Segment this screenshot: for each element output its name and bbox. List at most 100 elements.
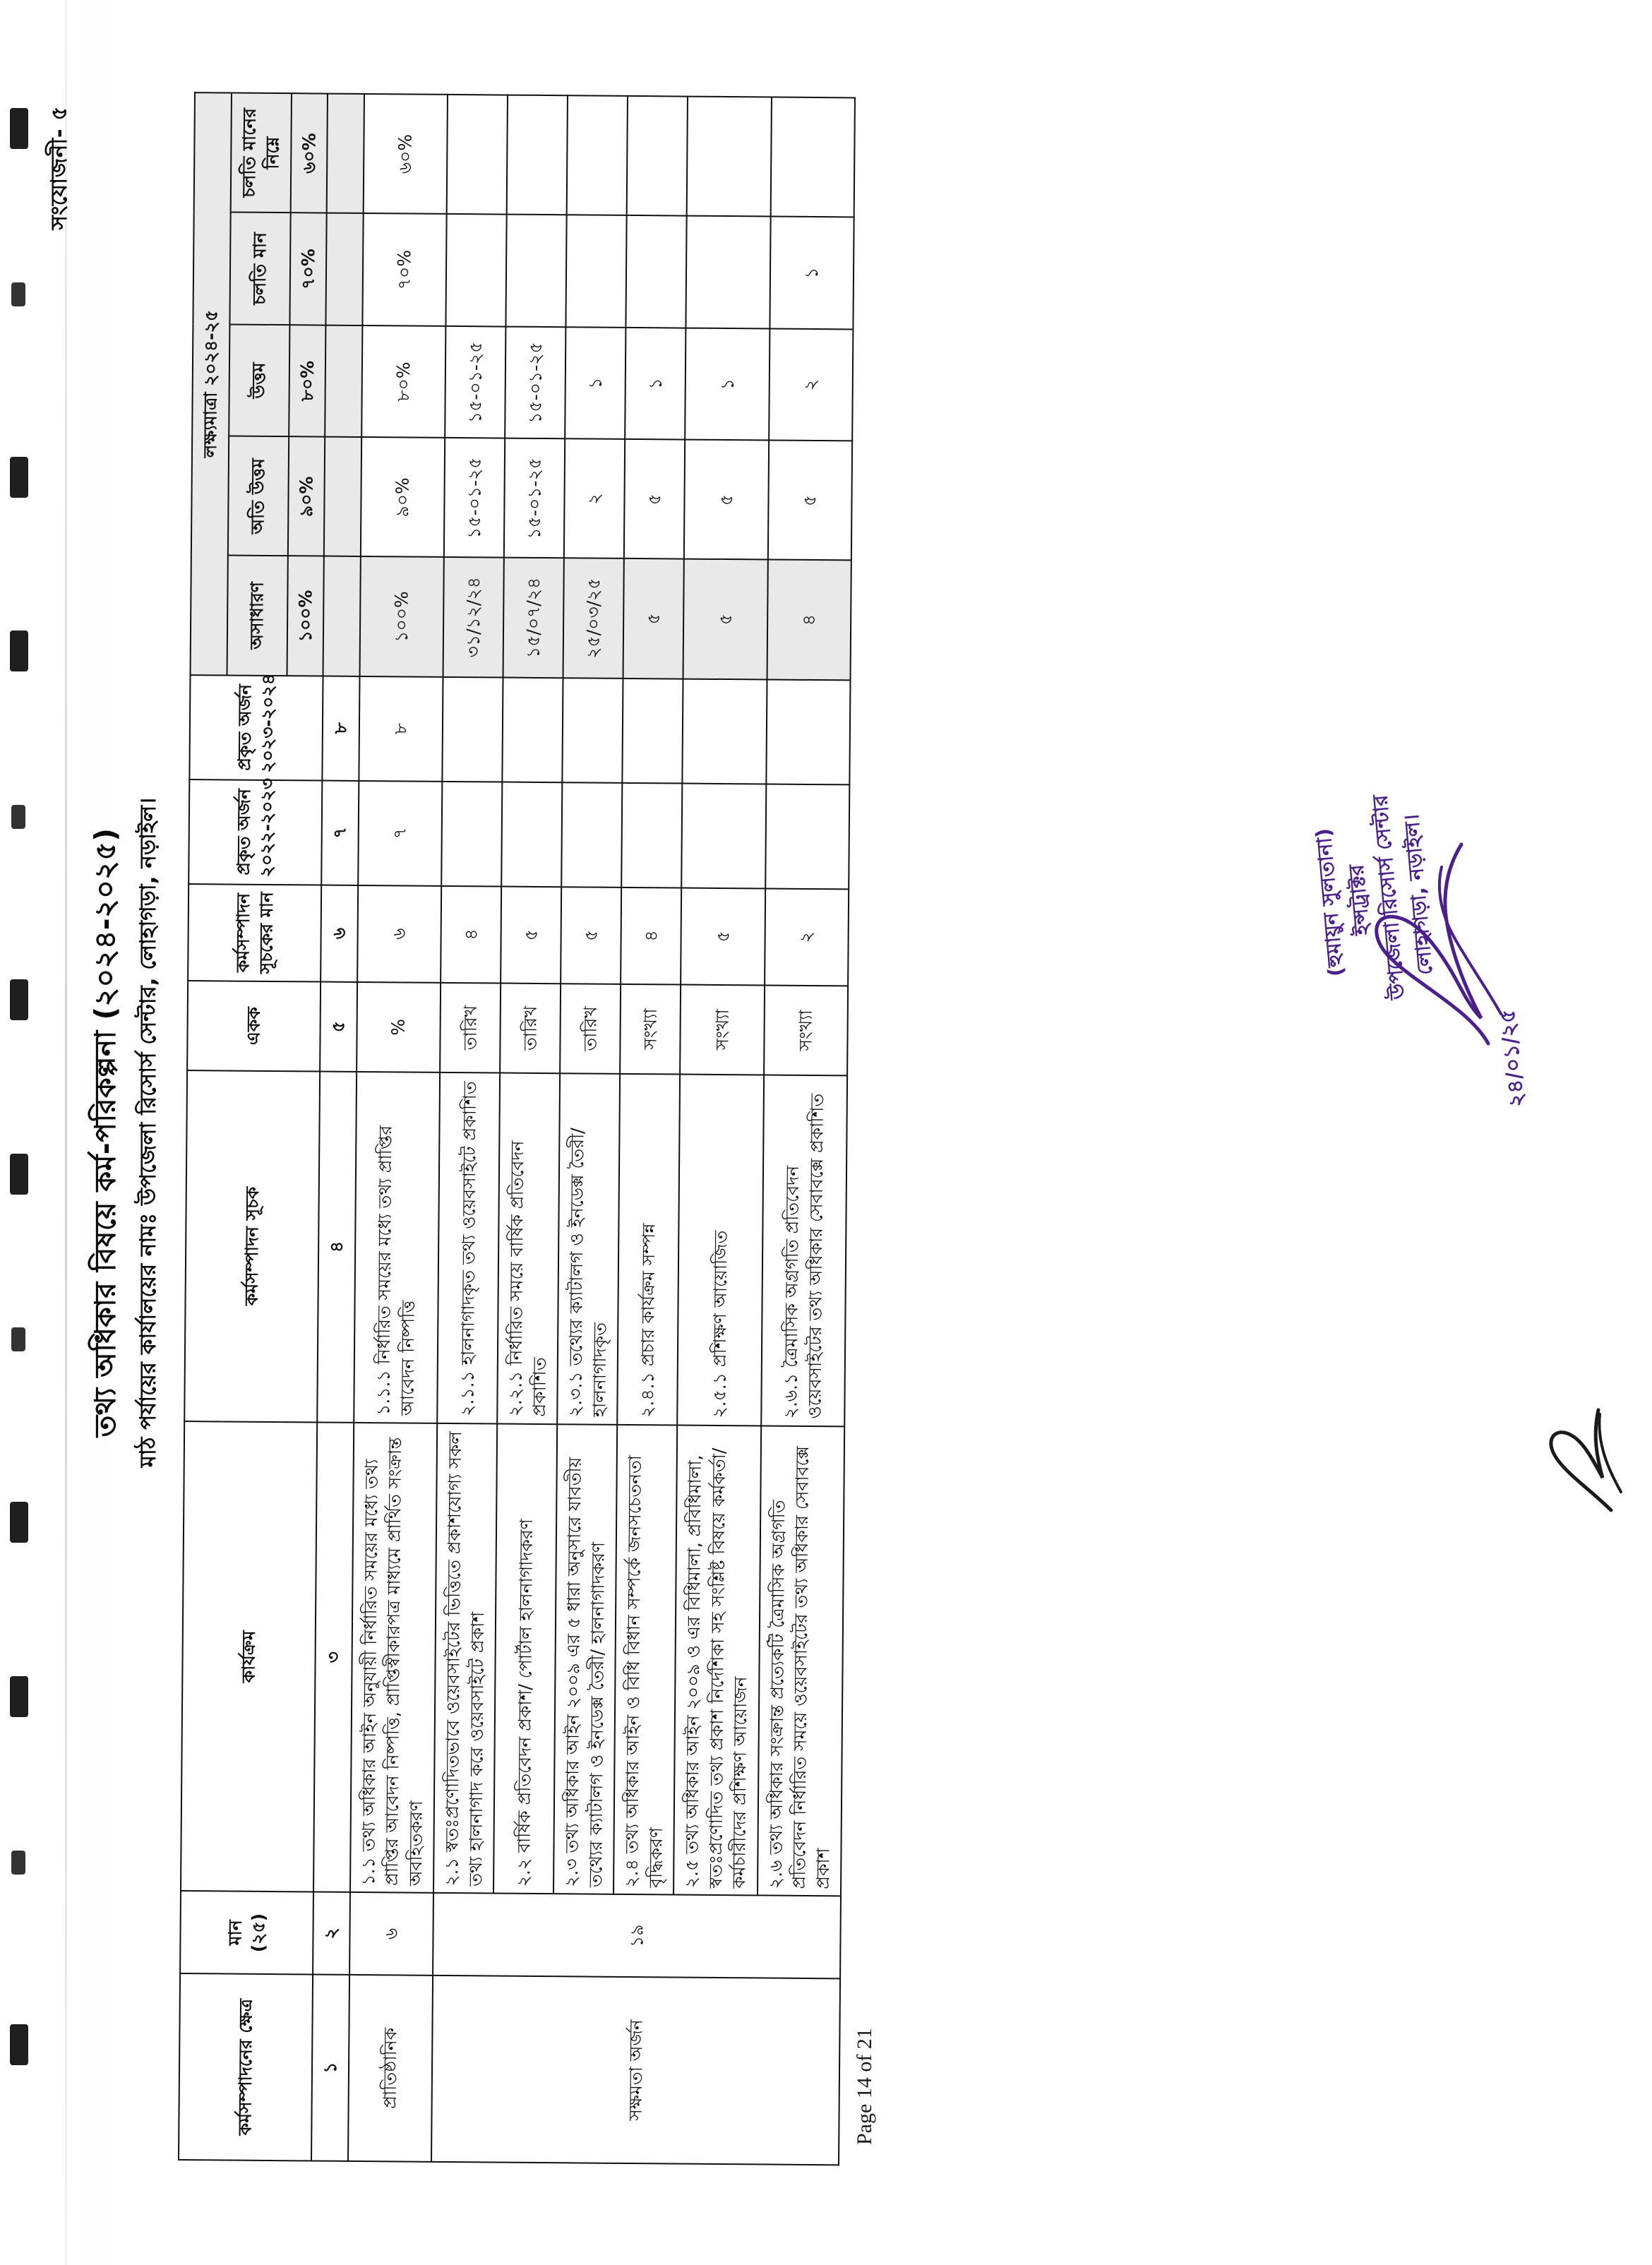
cell-indicator-mark: ৫ <box>561 886 622 984</box>
th-indicator-mark: কর্মসম্পাদন সূচকের মান <box>188 883 322 982</box>
cell-target-4 <box>505 214 567 328</box>
cell-activity: ১.১ তথ্য অধিকার আইন অনুযায়ী নির্ধারিত স… <box>349 1422 438 1894</box>
cell-target-3: ১ <box>625 327 686 440</box>
cell-target-2: ৫ <box>767 440 853 561</box>
document-title: তথ্য অধিকার বিষয়ে কর্ম-পরিকল্পনা (২০২৪-… <box>88 827 122 1438</box>
punch-hole <box>10 979 28 1020</box>
cell-activity: ২.৪ তথ্য অধিকার আইন ও বিধি বিধান সম্পর্ক… <box>613 1424 678 1895</box>
cell-target-4: ১ <box>769 216 854 330</box>
cell-target-5 <box>626 95 688 216</box>
cell-activity: ২.২ বার্ষিক প্রতিবেদন প্রকাশ/ পোর্টাল হা… <box>493 1423 558 1894</box>
cell-target-1: ১০০% <box>359 556 444 677</box>
cell-target-4 <box>445 214 507 327</box>
cell-actual-2023-24 <box>502 677 563 782</box>
cell-area: সক্ষমতা অর্জন <box>431 1975 841 2165</box>
th-num-4: ৪ <box>317 1071 357 1423</box>
th-unit: একক <box>187 981 321 1072</box>
cell-target-1: ২৫/০৩/২৫ <box>563 558 624 679</box>
cell-target-5: ৬০% <box>363 93 448 215</box>
th-scale-100: ১০০% <box>287 556 324 676</box>
cell-unit: সংখ্যা <box>763 985 849 1076</box>
cell-actual-2022-23 <box>441 781 503 887</box>
cell-indicator: ২.২.১ নির্ধারিত সময়ে বার্ষিক প্রতিবেদন … <box>497 1072 561 1424</box>
cell-target-2: ৫ <box>683 439 769 560</box>
th-activity: কার্যক্রম <box>180 1421 318 1892</box>
cell-actual-2023-24 <box>765 679 851 784</box>
th-num-1: ১ <box>311 1974 349 2161</box>
th-scale-90: ৯০% <box>287 436 325 557</box>
cell-indicator-mark: ৪ <box>441 885 502 984</box>
punch-hole <box>10 1676 28 1717</box>
cell-actual-2022-23 <box>501 782 563 887</box>
cell-target-3: ৮০% <box>361 325 446 438</box>
table-row: প্রাতিষ্ঠানিক ৬ ১.১ তথ্য অধিকার আইন অনুযায… <box>347 93 448 2162</box>
cell-target-3: ২ <box>768 328 854 441</box>
signature-block: (হুমায়ুন সুলতানা) ইন্সট্রাক্টর উপজেলা র… <box>1306 791 1442 1005</box>
cell-target-4: ৭০% <box>361 213 447 326</box>
cell-actual-2022-23 <box>681 783 766 889</box>
th-target-very-good: অতি উত্তম <box>227 436 289 556</box>
punch-hole <box>10 1154 28 1195</box>
table-row: ২.৫ তথ্য অধিকার আইন ২০০৯ ও এর বিধিমালা, … <box>671 96 772 2165</box>
punch-hole <box>10 631 28 671</box>
cell-indicator: ২.৪.১ প্রচার কার্যক্রম সম্পন্ন <box>617 1073 681 1426</box>
cell-target-3: ১৫-০১-২৫ <box>505 326 566 439</box>
table-head: কর্মসম্পাদনের ক্ষেত্র মান (২৫) কার্যক্রম… <box>179 92 364 2161</box>
scan-edge-shadow <box>65 0 67 2265</box>
th-target-good: উত্তম <box>228 324 289 437</box>
cell-target-1: ৫ <box>683 559 768 680</box>
th-num-6: ৬ <box>321 885 358 982</box>
header-row-main: কর্মসম্পাদনের ক্ষেত্র মান (২৫) কার্যক্রম… <box>179 92 323 2161</box>
th-area-mark: মান (২৫) <box>180 1891 313 1975</box>
punch-hole <box>11 1851 25 1875</box>
cell-actual-2023-24 <box>442 676 503 782</box>
table-body: প্রাতিষ্ঠানিক ৬ ১.১ তথ্য অধিকার আইন অনুযায… <box>347 93 855 2165</box>
page-footer: Page 14 of 21 <box>853 2028 876 2145</box>
cell-unit: তারিখ <box>560 984 621 1074</box>
cell-indicator-mark: ৫ <box>501 886 562 984</box>
annexure-label: সংযোজনী- ৫ <box>47 106 72 230</box>
th-num-t2 <box>323 436 361 557</box>
cell-target-2: ৫ <box>623 439 686 560</box>
cell-actual-2022-23: ৭ <box>357 780 443 886</box>
th-scale-60: ৬০% <box>290 93 328 213</box>
punch-hole <box>10 1502 28 1543</box>
cell-target-2: ১৫-০১-২৫ <box>503 438 565 558</box>
cell-area-mark: ১৯ <box>433 1893 841 1979</box>
th-num-8: ৮ <box>322 676 360 781</box>
cell-unit: সংখ্যা <box>680 984 765 1075</box>
cell-target-2: ৯০% <box>360 437 445 558</box>
work-plan-table: কর্মসম্পাদনের ক্ষেত্র মান (২৫) কার্যক্রম… <box>178 92 856 2165</box>
cell-unit: তারিখ <box>440 982 501 1073</box>
punch-hole <box>11 1327 25 1351</box>
th-num-t5 <box>326 93 364 214</box>
cell-unit: সংখ্যা <box>620 984 681 1075</box>
cell-target-2: ২ <box>563 438 626 559</box>
cell-indicator-mark: ৪ <box>621 887 682 985</box>
table-row: ২.৬ তথ্য অধিকার সংক্রান্ত প্রত্যেকটি ত্র… <box>755 97 855 2165</box>
cell-activity: ২.৬ তথ্য অধিকার সংক্রান্ত প্রত্যেকটি ত্র… <box>757 1426 845 1896</box>
th-target-below-fair: চলতি মানের নিম্নে <box>230 92 292 213</box>
cell-actual-2022-23 <box>765 784 850 889</box>
cell-indicator: ২.৩.১ তথ্যের ক্যাটালগ ও ইনডেক্স তৈরী/ হা… <box>557 1072 621 1425</box>
cell-actual-2023-24 <box>622 678 683 784</box>
punch-hole <box>10 457 28 498</box>
cell-indicator: ২.৬.১ ত্রৈমাসিক অগ্রগতি প্রতিবেদন ওয়েবস… <box>760 1075 848 1426</box>
cell-target-5 <box>566 95 628 216</box>
cell-target-1: ৪ <box>767 559 851 681</box>
cell-target-5 <box>770 97 855 217</box>
th-indicator: কর্মসম্পাদন সূচক <box>184 1070 321 1423</box>
cell-actual-2023-24 <box>562 677 623 783</box>
th-num-5: ৫ <box>320 981 357 1072</box>
th-num-7: ৭ <box>321 780 359 885</box>
th-actual-2022-23: প্রকৃত অর্জন ২০২২-২০২৩ <box>188 778 323 885</box>
cell-unit: % <box>356 981 441 1072</box>
th-scale-70: ৭০% <box>289 213 327 325</box>
th-num-3: ৩ <box>313 1422 354 1893</box>
cell-actual-2022-23 <box>621 782 683 888</box>
scan-left-margin <box>0 0 85 2265</box>
th-num-2: ২ <box>313 1892 350 1975</box>
punch-hole <box>10 2024 28 2065</box>
